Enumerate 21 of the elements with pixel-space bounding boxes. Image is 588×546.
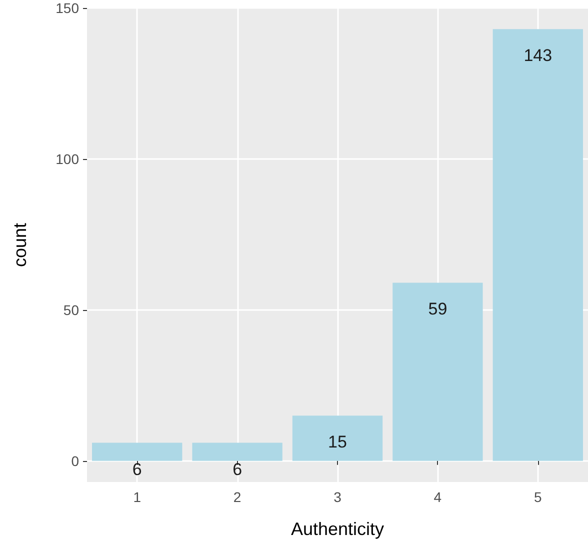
x-tick-label: 3 [334,489,342,505]
bar [392,282,483,461]
data-label: 143 [524,46,552,66]
y-tick-label: 50 [63,302,80,318]
bar [192,442,282,461]
bar [92,442,182,461]
data-label: 15 [328,432,347,452]
x-tick-label: 5 [534,489,542,505]
y-axis-title: count [10,222,30,268]
x-axis-title: Authenticity [290,519,384,539]
data-label: 6 [132,460,142,479]
x-tick-label: 2 [233,489,242,505]
y-tick-label: 0 [71,452,80,469]
x-tick-label: 4 [434,489,442,505]
y-tick-label: 100 [56,150,80,167]
data-label: 59 [428,300,448,319]
y-tick-label: 150 [56,0,80,16]
data-label: 6 [232,460,242,479]
bar [292,416,383,461]
x-tick-label: 1 [133,489,142,505]
bar [492,29,583,461]
